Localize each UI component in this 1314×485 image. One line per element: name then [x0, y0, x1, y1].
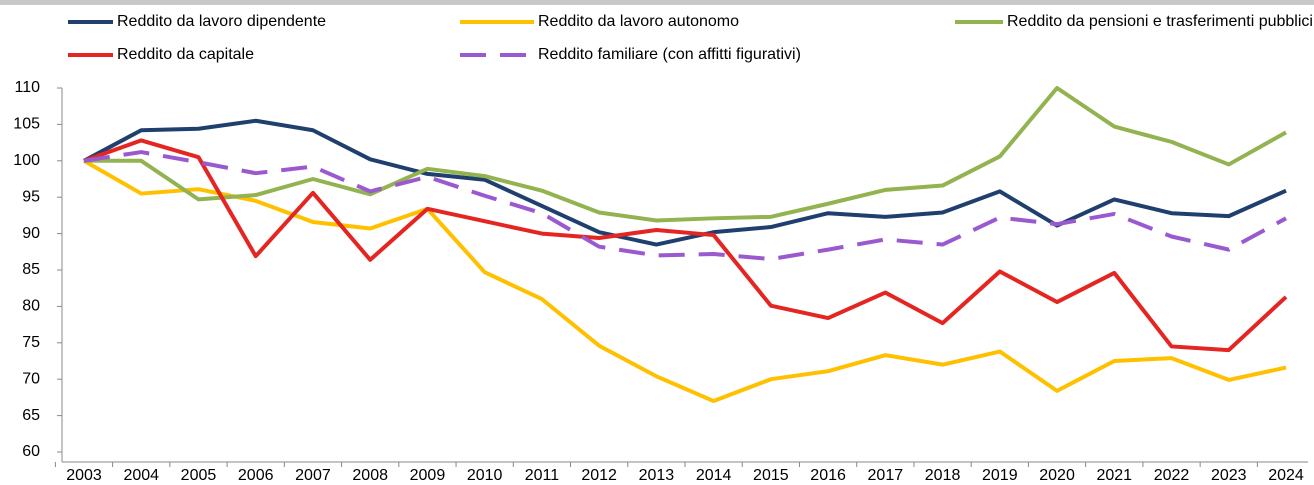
x-tick-label: 2024	[1268, 467, 1304, 484]
y-tick-label: 95	[22, 188, 40, 205]
x-tick-label: 2014	[696, 467, 732, 484]
y-tick-label: 60	[22, 443, 40, 460]
x-tick-label: 2008	[352, 467, 388, 484]
legend-label: Reddito da lavoro autonomo	[538, 13, 739, 30]
y-tick-label: 75	[22, 334, 40, 351]
x-tick-label: 2007	[295, 467, 331, 484]
x-tick-label: 2016	[810, 467, 846, 484]
x-tick-label: 2021	[1096, 467, 1132, 484]
y-tick-label: 100	[13, 152, 40, 169]
y-tick-label: 110	[14, 79, 40, 96]
x-tick-label: 2004	[123, 467, 159, 484]
legend-label: Reddito da capitale	[117, 46, 254, 63]
x-tick-label: 2022	[1154, 467, 1190, 484]
x-tick-label: 2018	[925, 467, 961, 484]
y-tick-label: 70	[22, 370, 40, 387]
x-tick-label: 2015	[753, 467, 789, 484]
legend-label: Reddito da lavoro dipendente	[117, 13, 326, 30]
x-tick-label: 2019	[982, 467, 1018, 484]
x-tick-label: 2017	[868, 467, 904, 484]
y-tick-label: 85	[22, 261, 40, 278]
x-tick-label: 2010	[467, 467, 503, 484]
x-tick-label: 2023	[1211, 467, 1247, 484]
x-tick-label: 2020	[1039, 467, 1075, 484]
x-tick-label: 2006	[238, 467, 274, 484]
series-line	[83, 159, 1287, 404]
y-tick-label: 90	[22, 225, 40, 242]
series-line	[83, 138, 1288, 353]
legend-label: Reddito familiare (con affitti figurativ…	[538, 46, 801, 63]
y-tick-label: 65	[22, 407, 40, 424]
x-tick-label: 2013	[639, 467, 675, 484]
x-tick-label: 2011	[525, 467, 560, 484]
series-line	[84, 86, 1287, 223]
x-tick-label: 2005	[181, 467, 217, 484]
top-band	[0, 0, 1314, 5]
series-line	[83, 118, 1287, 247]
legend-label: Reddito da pensioni e trasferimenti pubb…	[1007, 13, 1313, 30]
y-tick-label: 105	[13, 116, 40, 133]
series-line	[83, 150, 1287, 262]
x-tick-label: 2009	[410, 467, 446, 484]
y-tick-label: 80	[22, 298, 40, 315]
x-tick-label: 2012	[581, 467, 617, 484]
x-tick-label: 2003	[66, 467, 102, 484]
